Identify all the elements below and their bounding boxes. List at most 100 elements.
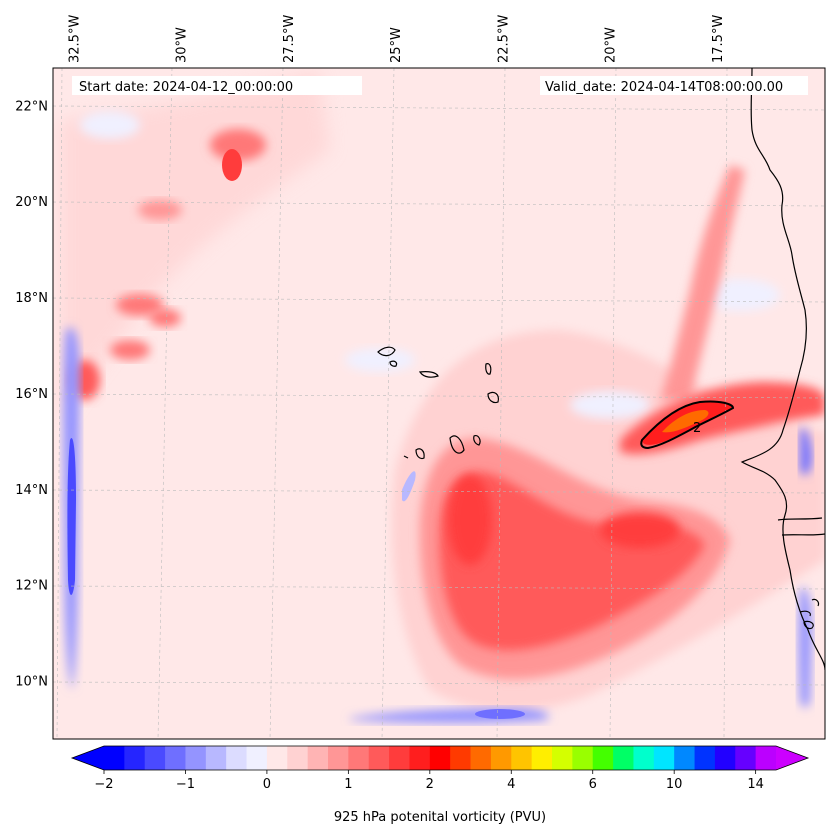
cape-verde-island [485, 363, 492, 375]
bissagos-islands [799, 598, 820, 630]
cape-verde-island [487, 391, 499, 404]
cape-verde-island [389, 360, 398, 367]
lat-tick-labels: 22°N 20°N 18°N 16°N 14°N 12°N 10°N [15, 99, 48, 689]
colorbar-cell [552, 746, 573, 770]
colorbar-cell [613, 746, 634, 770]
colorbar-cell [674, 746, 695, 770]
map-frame [52, 67, 826, 740]
pv-field-negative-patch [700, 279, 780, 311]
colorbar-cell [246, 746, 268, 770]
pv-field-west-band [60, 70, 330, 420]
lon-tick-label: 32.5°W [67, 15, 82, 63]
map-panel: 2 Start date: 2024-04-12_00:00:00 Valid_… [52, 67, 826, 740]
colorbar-cell [511, 746, 533, 770]
cape-verde-island [473, 435, 481, 446]
cape-verde-island [403, 455, 409, 459]
colorbar-title: 925 hPa potenital vorticity (PVU) [334, 810, 546, 825]
pv-field-cv-negative-streak [402, 471, 416, 502]
colorbar-cells [104, 746, 777, 770]
colorbar-cell [124, 746, 146, 770]
colorbar-cell [348, 746, 370, 770]
colorbar-cell [389, 746, 410, 770]
colorbar-cell [287, 746, 309, 770]
pv-field-east-core [600, 512, 680, 548]
valid-date-box [540, 76, 808, 95]
pv-field-nw-streak [210, 129, 266, 161]
colorbar-cell [205, 746, 227, 770]
colorbar-tick-label: 14 [747, 777, 764, 792]
cape-verde-island [377, 346, 396, 357]
colorbar-cell [185, 746, 207, 770]
pv-contour-2: 2 [640, 400, 735, 450]
colorbar-cell [368, 746, 390, 770]
colorbar-cell [735, 746, 757, 770]
colorbar-cell [165, 746, 186, 770]
lon-tick-label: 30°W [175, 27, 190, 63]
africa-coastline [740, 68, 825, 671]
valid-date-label: Valid_date: 2024-04-14T08:00:00.00 [545, 80, 783, 95]
colorbar-tick-label: 0 [263, 777, 271, 792]
colorbar-cell [450, 746, 471, 770]
colorbar-extend-min [72, 746, 104, 770]
colorbar-cell [490, 746, 512, 770]
pv-field-east-negative-strip [800, 428, 812, 475]
lat-tick-label: 22°N [15, 99, 48, 114]
colorbar-cell [755, 746, 777, 770]
pv-field-nw-streak [116, 294, 164, 316]
pv-contour-line [640, 400, 735, 450]
lon-tick-label: 25°W [389, 27, 404, 63]
pv-field-west-negative-core [67, 438, 76, 595]
colorbar-cell [429, 746, 451, 770]
colorbar-tick-label: 6 [589, 777, 597, 792]
date-header: Start date: 2024-04-12_00:00:00 Valid_da… [72, 76, 808, 95]
pv-field-nw-streak [138, 200, 182, 220]
colorbar-cell [226, 746, 247, 770]
lat-tick-label: 18°N [15, 291, 48, 306]
colorbar-cell [470, 746, 492, 770]
lon-tick-label: 20°W [604, 27, 619, 63]
pv-field [60, 70, 825, 723]
lat-tick-label: 20°N [15, 195, 48, 210]
cape-verde-island [415, 448, 425, 460]
colorbar-cell [694, 746, 716, 770]
pv-field-negative-patch [345, 348, 415, 372]
colorbar-cell [653, 746, 675, 770]
lat-tick-label: 16°N [15, 387, 48, 402]
pv-field-nw-streak [110, 340, 150, 360]
graticule [53, 68, 825, 739]
pv-field-nw-streak [149, 309, 181, 327]
pv-field-negative-patch [570, 391, 650, 419]
pv-field-main-core [448, 475, 492, 565]
lon-tick-label: 17.5°W [711, 15, 726, 63]
start-date-box [72, 76, 362, 95]
colorbar-cell [104, 746, 125, 770]
pv-field-north-streak [660, 165, 745, 400]
lon-tick-label: 27.5°W [282, 15, 297, 63]
colorbar-cell [531, 746, 553, 770]
pv-field-coastal-peak [662, 410, 709, 433]
colorbar-cell [633, 746, 655, 770]
start-date-label: Start date: 2024-04-12_00:00:00 [79, 80, 293, 95]
pv-field-nw-streak [222, 149, 242, 181]
colorbar-tick-label: 4 [507, 777, 515, 792]
colorbar-cell [328, 746, 349, 770]
colorbar-tick-label: 10 [666, 777, 683, 792]
lat-tick-label: 14°N [15, 483, 48, 498]
pv-field-south-negative-core [475, 709, 525, 719]
colorbar-cell [307, 746, 329, 770]
colorbar: −2 −1 0 1 2 4 6 10 14 925 hPa potenital vorticit… [70, 745, 810, 825]
lat-tick-label: 10°N [15, 674, 48, 689]
colorbar-tick-label: −2 [94, 777, 113, 792]
colorbar-cell [592, 746, 614, 770]
colorbar-ticks: −2 −1 0 1 2 4 6 10 14 [94, 770, 764, 792]
pv-contour-label: 2 [693, 421, 701, 436]
pv-field-negative-patch [80, 111, 140, 139]
colorbar-tick-label: 1 [344, 777, 352, 792]
cape-verde-island [449, 435, 465, 454]
lat-tick-label: 12°N [15, 579, 48, 594]
coastline [377, 68, 825, 671]
cape-verde-island [418, 371, 439, 378]
lon-tick-label: 22.5°W [496, 15, 511, 63]
colorbar-extend-max [776, 746, 808, 770]
